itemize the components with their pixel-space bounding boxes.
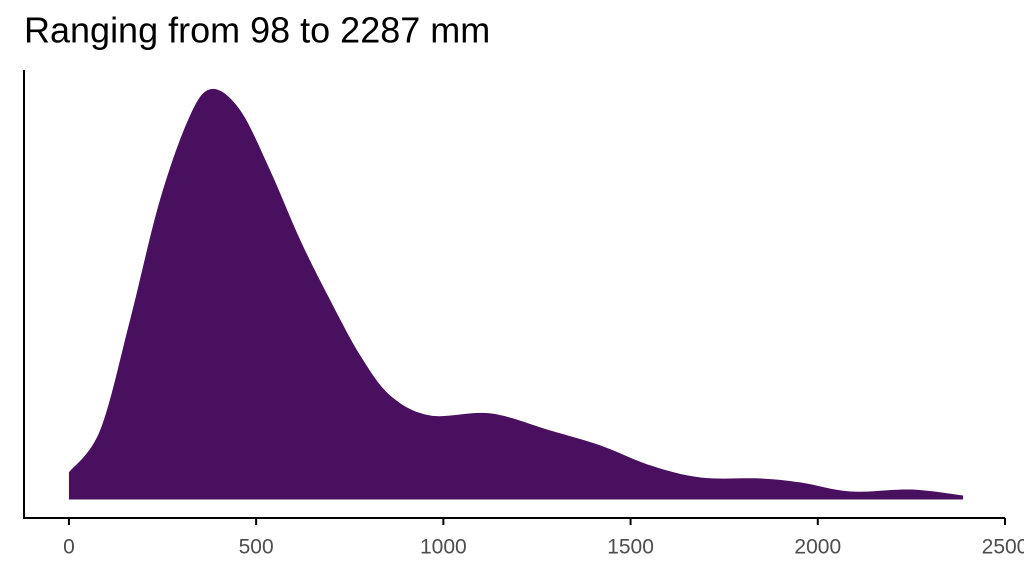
x-tick-label: 500 (239, 536, 274, 559)
x-tick-label: 0 (63, 536, 75, 559)
density-area (68, 88, 964, 500)
x-tick-label: 1500 (607, 536, 654, 559)
chart-title: Ranging from 98 to 2287 mm (24, 10, 490, 51)
x-tick-label: 1000 (420, 536, 467, 559)
x-tick-label: 2000 (794, 536, 841, 559)
x-tick-label: 2500 (982, 536, 1024, 559)
